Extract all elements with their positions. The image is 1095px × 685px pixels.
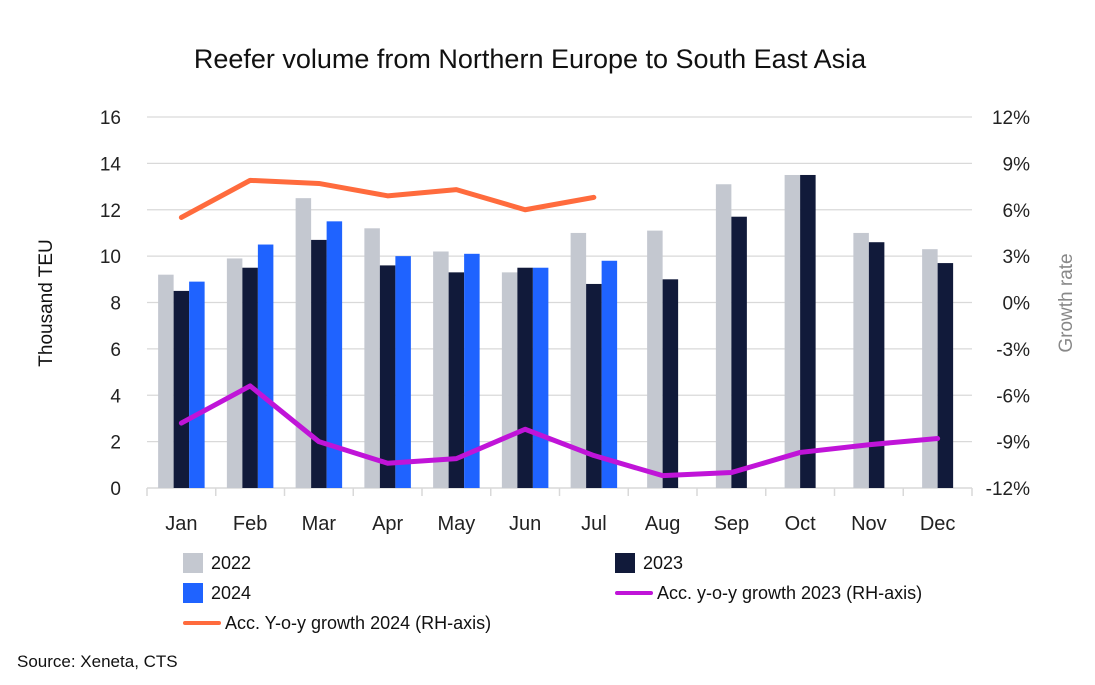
chart-title: Reefer volume from Northern Europe to So… [193,44,867,74]
bar-2023-May [448,272,465,488]
bar-2023-Jul [586,283,602,488]
legend-label: 2022 [211,552,252,573]
y-tick-label: 10 [100,247,121,268]
y2-tick-label: 0% [1003,294,1031,315]
y-tick-label: 14 [100,154,122,175]
bar-2024-Jul [601,260,618,488]
bar-2023-Jun [517,267,533,488]
legend-item-growth-2023: Acc. y-o-y growth 2023 (RH-axis) [615,582,922,604]
bar-2024-Jun [532,267,549,488]
line-series-growth-2024 [178,177,597,220]
legend-line-growth-2023 [615,591,653,595]
bar-2023-Dec [937,263,954,488]
y-tick-label: 0 [110,479,121,500]
bar-2024-Jan [189,281,205,488]
bar-2023-Nov [868,242,885,488]
legend-item-2022: 2022 [183,552,251,574]
line-series-growth-2023 [178,383,941,479]
y2-tick-label: 9% [1003,154,1031,175]
y2-axis-title: Growth rate [1056,253,1077,352]
bar-2023-Jan [173,290,190,488]
y2-tick-label: 3% [1003,247,1031,268]
bar-2023-Feb [242,267,258,488]
x-tick-label: Oct [785,513,817,535]
legend-item-growth-2024: Acc. Y-o-y growth 2024 (RH-axis) [183,612,491,634]
y-tick-label: 6 [110,340,121,361]
bar-2023-Apr [379,265,396,488]
y2-tick-label: 12% [992,108,1030,129]
legend-label: Acc. y-o-y growth 2023 (RH-axis) [657,582,923,603]
bar-2024-Feb [257,244,274,488]
y-tick-label: 16 [100,108,121,129]
y2-tick-label: -3% [996,340,1030,361]
y-tick-label: 12 [100,201,121,222]
bar-2022-Sep [715,184,732,488]
bar-2022-Dec [922,249,938,488]
y2-tick-label: -12% [986,479,1030,500]
legend-label: 2024 [211,582,252,603]
legend-line-growth-2024 [183,621,221,625]
bar-2022-Feb [226,258,243,488]
bar-2022-Aug [647,230,663,488]
bar-2023-Mar [311,239,327,488]
x-tick-label: Nov [851,513,887,535]
legend-label: 2023 [643,552,684,573]
x-tick-label: Mar [302,513,337,535]
source-note: Source: Xeneta, CTS [17,652,178,671]
legend-swatch-2024 [183,583,203,603]
x-tick-label: Apr [372,513,403,535]
x-tick-label: May [437,513,475,535]
bar-2024-Mar [326,221,343,488]
bar-2022-Nov [853,232,869,488]
bar-2022-May [433,251,449,488]
legend-swatch-2023 [615,553,635,573]
bar-2022-Oct [784,174,801,488]
bar-2024-Apr [395,256,411,488]
bar-2022-Jun [501,272,518,488]
bar-2022-Jul [570,232,587,488]
bar-2022-Apr [364,228,380,489]
x-tick-label: Jan [165,513,197,535]
x-tick-label: Dec [920,513,956,535]
x-tick-label: Aug [645,513,681,535]
legend-label: Acc. Y-o-y growth 2024 (RH-axis) [225,612,492,633]
legend-item-2023: 2023 [615,552,683,574]
x-tick-label: Jun [509,513,541,535]
y-tick-label: 4 [110,386,121,407]
legend-item-2024: 2024 [183,582,251,604]
x-tick-label: Feb [233,513,267,535]
bar-2022-Mar [295,198,312,488]
x-tick-label: Sep [714,513,750,535]
y2-tick-label: 6% [1003,201,1031,222]
bar-2023-Sep [731,216,747,489]
y-tick-label: 8 [110,294,121,315]
y2-tick-label: -6% [996,386,1030,407]
bar-2022-Jan [158,274,174,488]
x-tick-label: Jul [581,513,607,535]
y-tick-label: 2 [110,433,121,454]
y-axis-title: Thousand TEU [36,239,57,366]
bar-2023-Oct [800,174,816,488]
y2-tick-label: -9% [996,433,1030,454]
bar-2023-Aug [662,279,679,488]
bar-2024-May [464,253,480,488]
legend-swatch-2022 [183,553,203,573]
